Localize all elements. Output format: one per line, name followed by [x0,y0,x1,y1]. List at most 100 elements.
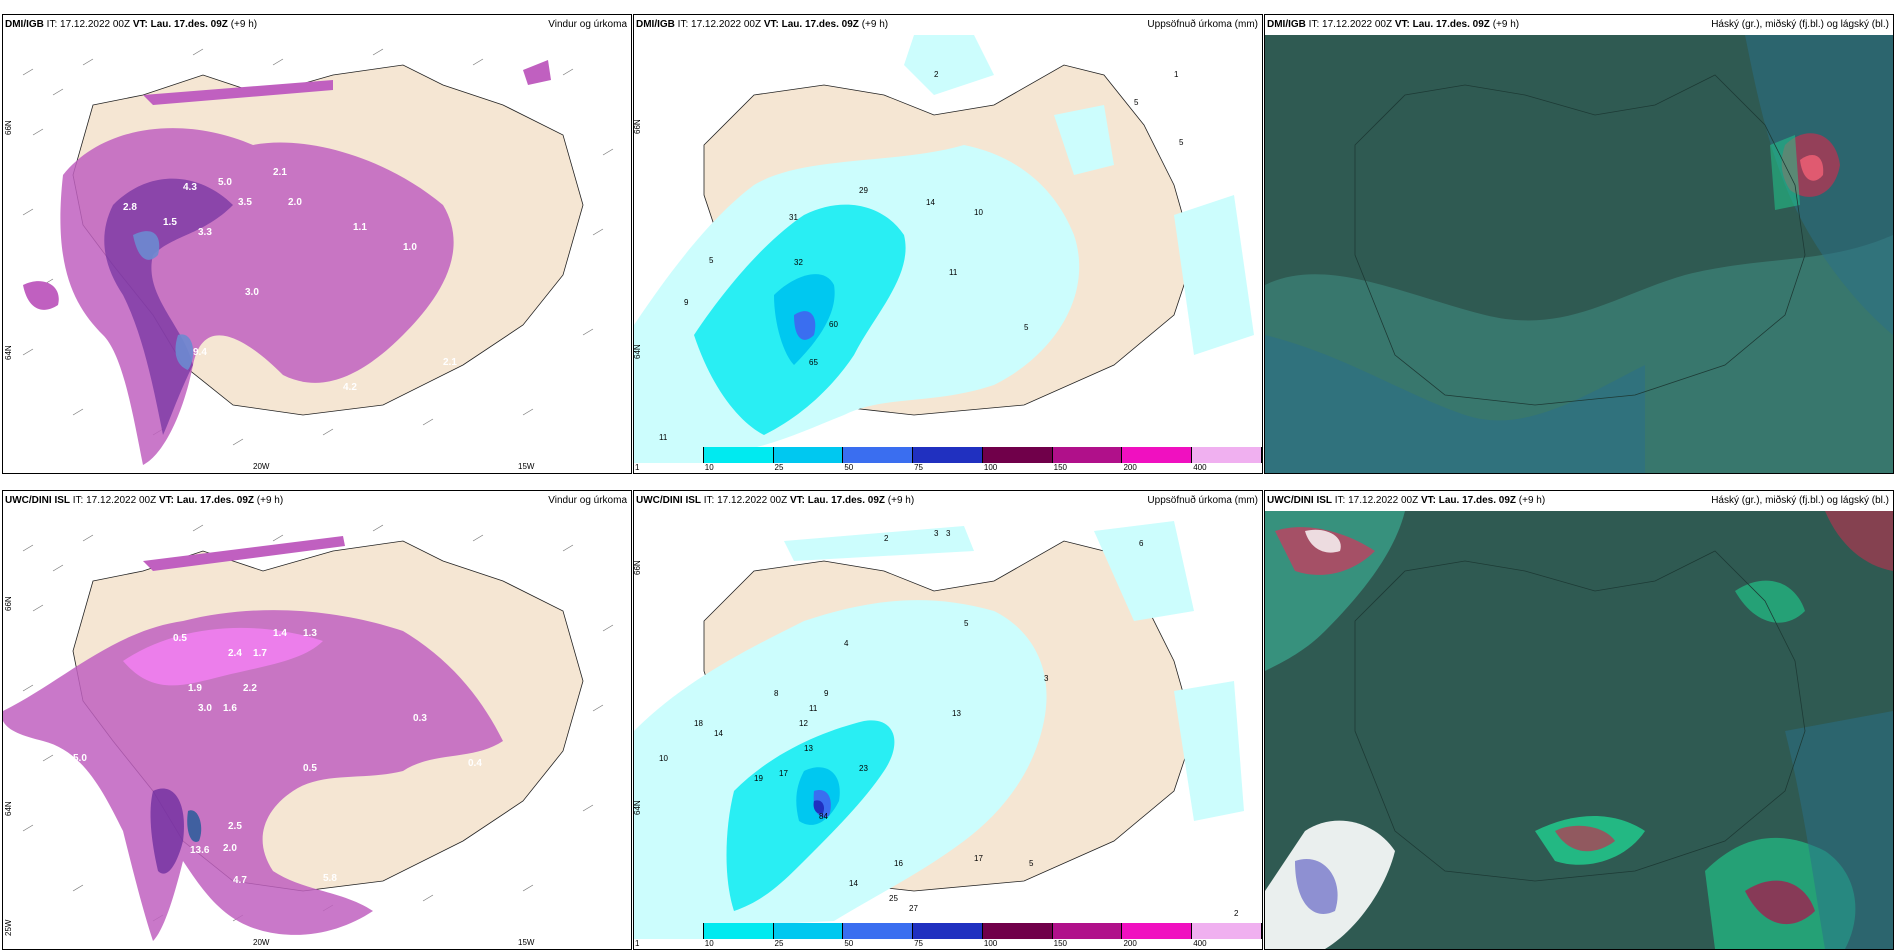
panel-title: Háský (gr.), miðský (fj.bl.) og lágský (… [1711,19,1889,30]
model-name: UWC/DINI ISL [5,495,70,506]
valid-time: Lau. 17.des. 09Z [1412,19,1490,30]
value-label: 11 [949,268,958,277]
value-label: 3 [934,529,939,538]
value-label: 4 [844,639,849,648]
valid-time: Lau. 17.des. 09Z [1438,495,1517,506]
value-label: 2.2 [243,683,257,694]
wind-precip-map: 2.8 1.5 3.3 4.3 5.0 3.5 2.1 2.0 1.1 1.0 … [3,35,631,473]
model-name: UWC/DINI ISL [1267,495,1332,506]
precip-shading [3,536,503,941]
value-label: 5 [1179,138,1184,147]
colorbar: 1 10 25 50 75 100 150 200 400 [634,923,1262,949]
value-label: 1.3 [303,628,317,639]
value-label: 60 [829,320,838,329]
lead-time: (+9 h) [1492,19,1520,30]
panel-title: Uppsöfnuð úrkoma (mm) [1147,19,1258,30]
value-label: 2.4 [228,648,242,659]
value-label: 11 [659,433,668,442]
value-label: 5 [1029,859,1034,868]
value-label: 3.5 [238,197,252,208]
value-label: 2 [884,534,889,543]
panel-title: Vindur og úrkoma [548,495,627,506]
valid-time: Lau. 17.des. 09Z [176,495,255,506]
value-label: 11 [809,704,818,713]
colorbar-swatch [634,447,704,463]
panel-header: UWC/DINI ISL IT: 17.12.2022 00Z VT: Lau.… [1265,491,1893,511]
lon-label: 15W [518,938,535,947]
value-label: 4.7 [233,875,247,886]
model-name: DMI/IGB [1267,19,1306,30]
value-label: 10 [659,754,668,763]
accum-precip-map: 2 1 5 5 14 10 29 31 32 11 5 9 60 65 5 11… [634,35,1262,473]
value-label: 5.0 [218,177,232,188]
lat-label: 66N [634,560,642,575]
lat-label: 64N [634,344,642,359]
panel-top-right: DMI/IGB IT: 17.12.2022 00Z VT: Lau. 17.d… [1264,14,1894,474]
colorbar-tick: 100 [983,463,998,472]
colorbar-tick: 10 [704,939,714,948]
colorbar-tick: 50 [844,939,854,948]
value-label: 13 [952,709,961,718]
lat-label: 66N [634,119,642,134]
precip-shading [23,60,551,465]
colorbar-swatch [843,447,914,463]
value-label: 5 [1134,98,1139,107]
value-label: 31 [789,213,798,222]
value-label: 5 [709,256,714,265]
colorbar-tick: 10 [704,463,714,472]
lat-label: 66N [4,596,13,611]
init-time: 17.12.2022 00Z [717,495,788,506]
value-label: 0.5 [303,763,317,774]
value-label: 5 [1024,323,1029,332]
value-label: 27 [909,904,918,913]
colorbar-swatch [1192,447,1262,463]
panel-bottom-right: UWC/DINI ISL IT: 17.12.2022 00Z VT: Lau.… [1264,490,1894,950]
panel-bottom-left: UWC/DINI ISL IT: 17.12.2022 00Z VT: Lau.… [2,490,632,950]
colorbar-swatch [1122,447,1193,463]
lead-time: (+9 h) [256,495,284,506]
colorbar-tick: 25 [774,463,784,472]
model-name: DMI/IGB [636,19,675,30]
value-label: 0.8 [413,883,427,894]
colorbar-tick: 150 [1053,939,1068,948]
lead-time: (+9 h) [1518,495,1546,506]
lead-time: (+9 h) [887,495,915,506]
colorbar-swatch [703,923,774,939]
value-label: 2 [1234,909,1239,918]
colorbar-swatch [773,923,844,939]
colorbar-tick: 150 [1053,463,1068,472]
init-time: 17.12.2022 00Z [691,19,762,30]
accum-precip-map: 2 3 3 6 5 4 3 13 8 9 11 12 18 14 10 23 1… [634,511,1262,949]
value-label: 25 [889,894,898,903]
value-label: 14 [714,729,723,738]
init-time: 17.12.2022 00Z [60,19,131,30]
precip-shading [634,521,1244,931]
value-label: 1 [1174,70,1179,79]
valid-time: Lau. 17.des. 09Z [150,19,228,30]
colorbar-tick: 1 [635,939,640,948]
colorbar-swatch [982,447,1053,463]
colorbar-swatch [703,447,774,463]
lon-label: 20W [253,462,270,471]
colorbar-tick: 200 [1123,463,1137,472]
colorbar-swatch [1052,447,1123,463]
value-label: 8 [774,689,779,698]
value-label: 2.1 [273,167,287,178]
panel-title: Háský (gr.), miðský (fj.bl.) og lágský (… [1711,495,1889,506]
value-label: 4.3 [183,182,197,193]
value-label: 13.6 [190,845,210,856]
value-label: 9 [684,298,689,307]
value-label: 4.5 [23,748,37,759]
colorbar: 1 10 25 50 75 100 150 200 400 [634,447,1262,473]
value-label: 1.0 [403,242,417,253]
value-label: 9 [824,689,829,698]
value-label: 16 [894,859,903,868]
lon-label: 20W [253,938,270,947]
panel-header: UWC/DINI ISL IT: 17.12.2022 00Z VT: Lau.… [3,491,631,511]
value-label: 14 [926,198,935,207]
value-label: 1.6 [223,703,237,714]
value-label: 32 [794,258,803,267]
value-label: 3 [946,529,951,538]
value-label: 84 [819,812,828,821]
value-label: 3.7 [73,367,87,378]
